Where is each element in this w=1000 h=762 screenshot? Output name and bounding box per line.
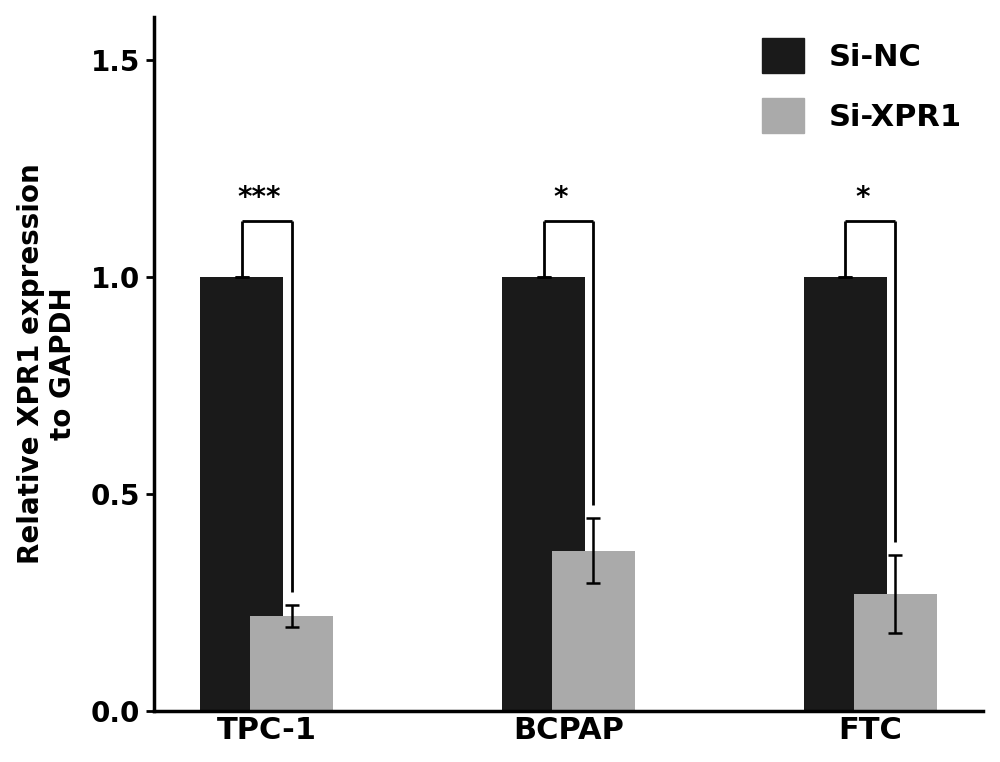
Bar — [200, 277, 283, 712]
Bar — [502, 277, 585, 712]
Text: *: * — [554, 184, 568, 212]
Bar — [552, 551, 635, 712]
Bar — [854, 594, 937, 712]
Legend: Si-NC, Si-XPR1: Si-NC, Si-XPR1 — [749, 26, 974, 146]
Bar — [804, 277, 887, 712]
Text: ***: *** — [237, 184, 281, 212]
Bar — [250, 616, 333, 712]
Y-axis label: Relative XPR1 expression
to GAPDH: Relative XPR1 expression to GAPDH — [17, 164, 77, 565]
Text: *: * — [855, 184, 870, 212]
